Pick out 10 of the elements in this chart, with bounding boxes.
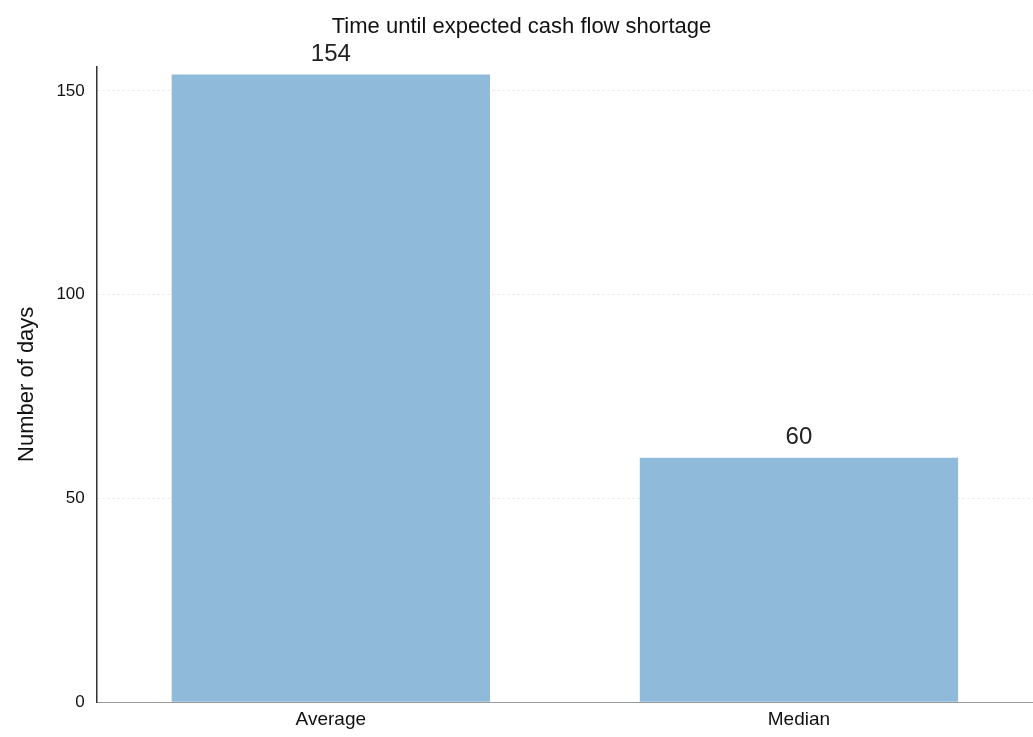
x-tick-label: Average (295, 707, 367, 729)
chart-title: Time until expected cash flow shortage (331, 13, 712, 39)
y-tick-label: 100 (56, 284, 85, 304)
y-tick-label: 150 (56, 80, 85, 100)
y-tick-label: 0 (75, 691, 85, 711)
data-label: 154 (310, 39, 351, 67)
data-label: 60 (785, 422, 813, 450)
x-tick-label: Median (767, 707, 831, 729)
y-axis-title: Number of days (13, 306, 39, 462)
y-tick-label: 50 (65, 488, 85, 508)
